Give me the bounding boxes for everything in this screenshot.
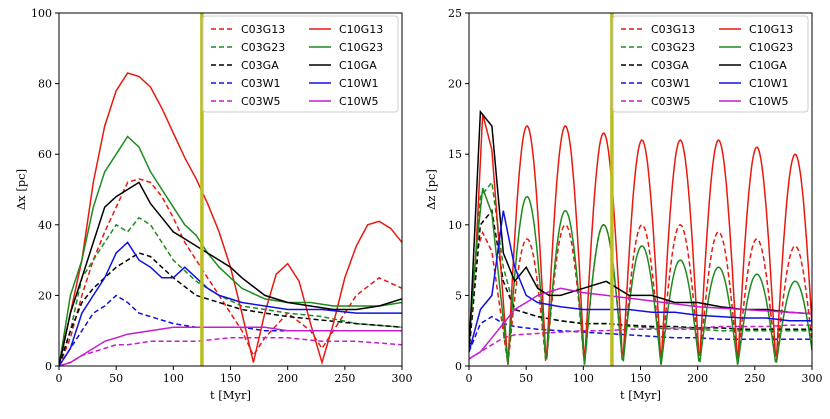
legend: C03G13 C03G23 C03GA C03W1 C03W5 C10G13 C10G23 C… [612,15,809,113]
legend-label-c03g13: C03G13 [651,23,695,36]
x-tick-label: 0 [56,372,63,385]
x-tick-label: 50 [519,372,533,385]
series-line-c10w1 [469,210,812,353]
legend-label-c03w1: C03W1 [241,77,281,90]
series-line-c10g23 [59,135,402,366]
series-line-c03w5 [59,337,402,366]
x-tick-label: 300 [802,372,823,385]
y-tick-label: 20 [448,78,462,91]
legend-label-c10g13: C10G13 [749,23,793,36]
legend-label-c10w5: C10W5 [749,95,789,108]
x-tick-label: 100 [573,372,594,385]
y-tick-label: 100 [31,7,52,20]
legend-label-c10w1: C10W1 [339,77,379,90]
y-tick-label: 20 [38,289,52,302]
x-tick-label: 50 [109,372,123,385]
legend-label-c10w1: C10W1 [749,77,789,90]
legend-label-c03w5: C03W5 [241,95,281,108]
x-axis-label: t [Myr] [620,388,661,402]
y-tick-label: 0 [455,360,462,373]
legend-label-c10g23: C10G23 [339,41,383,54]
x-tick-label: 200 [687,372,708,385]
y-tick-label: 5 [455,289,462,302]
y-tick-label: 25 [448,7,462,20]
plot-area [59,13,402,366]
series-line-c03ga [59,252,402,366]
y-tick-label: 15 [448,148,462,161]
legend-label-c03g23: C03G23 [651,41,695,54]
y-tick-label: 10 [448,219,462,232]
series-line-c10w5 [469,287,812,360]
x-tick-label: 150 [630,372,651,385]
legend-label-c03g23: C03G23 [241,41,285,54]
x-tick-label: 200 [277,372,298,385]
series-line-c03w5 [469,324,812,360]
legend-label-c03ga: C03GA [651,59,689,72]
y-tick-label: 80 [38,78,52,91]
series-line-c10ga [469,109,812,352]
legend-label-c03ga: C03GA [241,59,279,72]
x-tick-label: 300 [392,372,413,385]
series-line-c10w1 [59,241,402,366]
x-tick-label: 250 [334,372,355,385]
legend-label-c10w5: C10W5 [339,95,379,108]
x-tick-label: 0 [466,372,473,385]
legend-label-c03w5: C03W5 [651,95,691,108]
plot-area [469,13,812,366]
legend-label-c10ga: C10GA [749,59,787,72]
series-line-c10w5 [59,326,402,366]
legend-label-c10g23: C10G23 [749,41,793,54]
series-line-c10ga [59,181,402,366]
chart-panel-right: 0 50 100 150 200 250 300 0 5 10 15 20 25 t [Myr] Δz [p… [424,7,823,402]
legend: C03G13 C03G23 C03GA C03W1 C03W5 C10G13 C10G23 C… [202,15,399,113]
series-line-c03w1 [59,294,402,366]
legend-label-c10ga: C10GA [339,59,377,72]
legend-box [202,15,399,113]
y-tick-label: 0 [45,360,52,373]
series-line-c03ga [469,208,812,352]
series-line-c10g13 [469,113,812,365]
x-tick-label: 150 [220,372,241,385]
legend-label-c03w1: C03W1 [651,77,691,90]
y-axis-label: Δx [pc] [14,169,28,210]
x-axis-label: t [Myr] [210,388,251,402]
y-axis-label: Δz [pc] [424,169,438,210]
chart-panel-left: 0 50 100 150 200 250 300 0 20 40 60 80 100 t [Myr] Δx … [14,7,413,402]
x-tick-label: 100 [163,372,184,385]
legend-label-c10g13: C10G13 [339,23,383,36]
series-line-c03g23 [59,216,402,366]
legend-label-c03g13: C03G13 [241,23,285,36]
x-tick-label: 250 [744,372,765,385]
y-tick-label: 40 [38,219,52,232]
y-tick-label: 60 [38,148,52,161]
series-line-c03w1 [469,315,812,353]
series-line-c10g23 [469,187,812,365]
series-line-c03g13 [469,223,812,365]
legend-box [612,15,809,113]
